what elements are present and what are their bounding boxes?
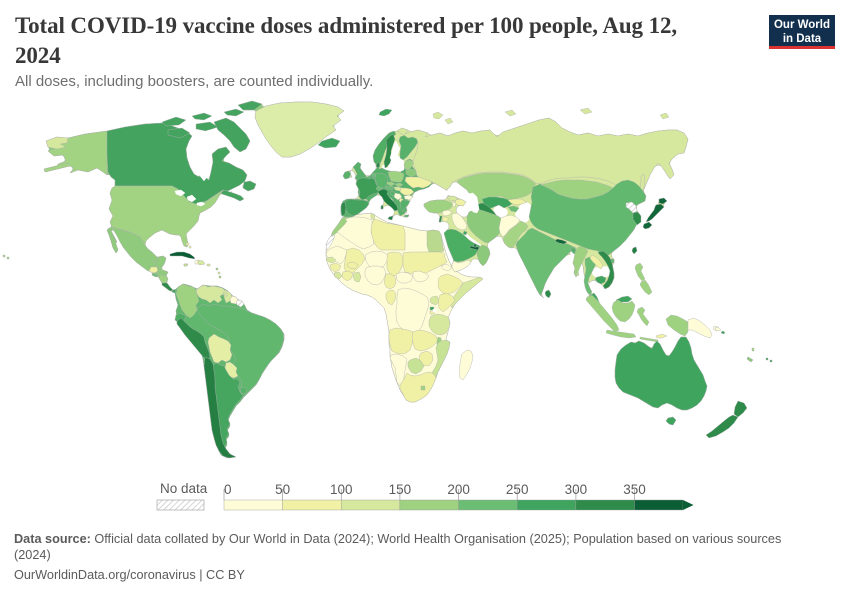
svg-text:50: 50 — [275, 482, 290, 497]
svg-text:150: 150 — [389, 482, 412, 497]
svg-text:300: 300 — [565, 482, 588, 497]
svg-text:250: 250 — [506, 482, 529, 497]
svg-text:100: 100 — [330, 482, 353, 497]
svg-text:0: 0 — [224, 482, 232, 497]
svg-text:350: 350 — [623, 482, 646, 497]
svg-text:200: 200 — [447, 482, 470, 497]
